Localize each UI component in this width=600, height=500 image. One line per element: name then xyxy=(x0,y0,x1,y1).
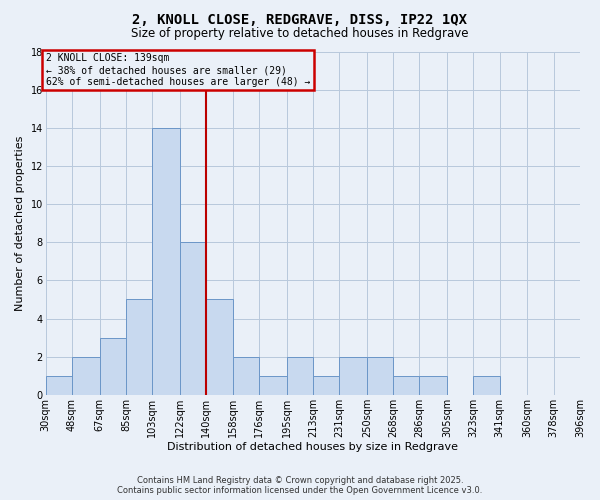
Bar xyxy=(473,376,500,395)
Bar xyxy=(339,356,367,395)
Bar xyxy=(46,376,72,395)
X-axis label: Distribution of detached houses by size in Redgrave: Distribution of detached houses by size … xyxy=(167,442,458,452)
Bar xyxy=(393,376,419,395)
Bar xyxy=(419,376,447,395)
Y-axis label: Number of detached properties: Number of detached properties xyxy=(15,136,25,311)
Bar xyxy=(180,242,206,395)
Bar xyxy=(233,356,259,395)
Text: Contains HM Land Registry data © Crown copyright and database right 2025.
Contai: Contains HM Land Registry data © Crown c… xyxy=(118,476,482,495)
Bar xyxy=(126,300,152,395)
Text: 2, KNOLL CLOSE, REDGRAVE, DISS, IP22 1QX: 2, KNOLL CLOSE, REDGRAVE, DISS, IP22 1QX xyxy=(133,12,467,26)
Bar xyxy=(100,338,126,395)
Bar xyxy=(259,376,287,395)
Bar xyxy=(313,376,339,395)
Bar xyxy=(72,356,100,395)
Text: 2 KNOLL CLOSE: 139sqm
← 38% of detached houses are smaller (29)
62% of semi-deta: 2 KNOLL CLOSE: 139sqm ← 38% of detached … xyxy=(46,54,310,86)
Bar xyxy=(367,356,393,395)
Text: Size of property relative to detached houses in Redgrave: Size of property relative to detached ho… xyxy=(131,28,469,40)
Bar xyxy=(287,356,313,395)
Bar xyxy=(152,128,180,395)
Bar xyxy=(206,300,233,395)
